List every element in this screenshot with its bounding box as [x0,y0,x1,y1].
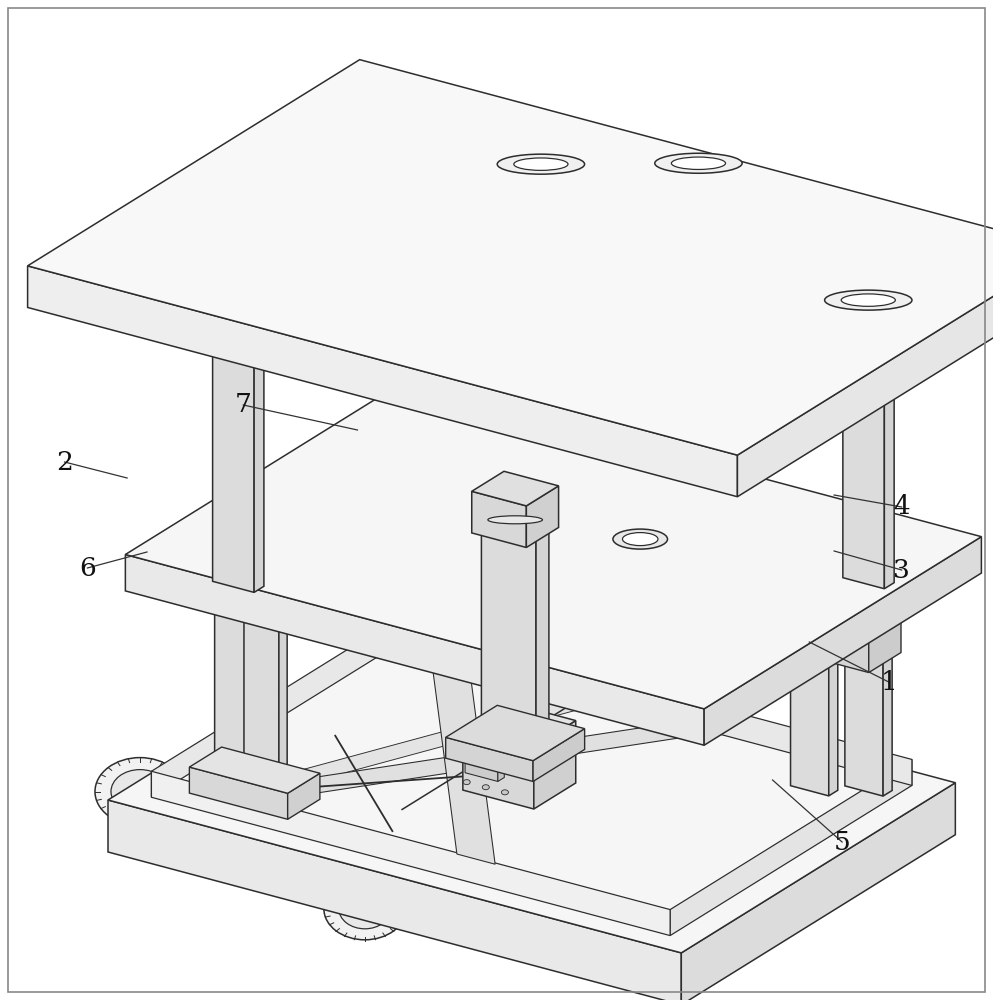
Polygon shape [681,783,955,1000]
Ellipse shape [219,581,257,587]
Polygon shape [825,624,869,673]
Ellipse shape [483,785,490,790]
Polygon shape [463,728,534,809]
Ellipse shape [795,577,833,583]
Polygon shape [125,555,704,745]
Ellipse shape [623,533,658,546]
Polygon shape [213,295,254,592]
Polygon shape [393,621,912,785]
Ellipse shape [613,529,667,549]
Ellipse shape [488,516,542,524]
Polygon shape [526,486,559,547]
Polygon shape [463,702,576,747]
Polygon shape [790,578,829,796]
Ellipse shape [824,290,912,310]
Polygon shape [465,738,504,750]
Polygon shape [244,584,287,598]
Polygon shape [883,582,892,796]
Polygon shape [446,705,585,761]
Ellipse shape [355,902,374,916]
Text: 3: 3 [894,558,910,582]
Polygon shape [214,582,253,800]
Ellipse shape [95,758,185,826]
Polygon shape [738,249,993,497]
Ellipse shape [248,589,283,594]
Ellipse shape [217,295,259,301]
Polygon shape [825,604,901,636]
Text: 1: 1 [881,670,897,694]
Polygon shape [704,537,981,745]
Polygon shape [190,767,288,819]
Ellipse shape [463,780,471,785]
Text: 7: 7 [235,392,251,418]
Text: 5: 5 [834,830,850,854]
Polygon shape [288,773,320,819]
Ellipse shape [848,291,890,297]
Ellipse shape [513,158,568,170]
Ellipse shape [111,770,169,814]
Ellipse shape [497,154,585,174]
Polygon shape [28,266,738,497]
Polygon shape [108,800,681,1000]
Polygon shape [465,742,497,781]
Polygon shape [771,624,814,672]
Polygon shape [497,746,504,781]
Polygon shape [222,724,705,802]
Polygon shape [869,616,901,673]
Polygon shape [190,747,320,793]
Ellipse shape [849,577,888,583]
Polygon shape [214,576,262,592]
Polygon shape [472,491,526,547]
Ellipse shape [130,784,150,799]
Polygon shape [670,759,912,936]
Polygon shape [213,289,264,306]
Polygon shape [108,630,955,953]
Text: 4: 4 [894,494,910,520]
Polygon shape [814,616,847,672]
Polygon shape [151,771,670,936]
Ellipse shape [501,790,508,795]
Polygon shape [151,621,393,797]
Polygon shape [254,300,264,592]
Polygon shape [845,572,892,588]
Ellipse shape [339,889,391,929]
Polygon shape [885,297,894,589]
Polygon shape [845,578,883,796]
Polygon shape [432,661,496,864]
Ellipse shape [654,153,742,173]
Polygon shape [829,582,838,796]
Polygon shape [533,729,585,781]
Polygon shape [482,517,536,749]
Polygon shape [472,471,559,506]
Ellipse shape [841,294,896,306]
Ellipse shape [324,878,406,940]
Polygon shape [244,589,279,806]
Text: 6: 6 [79,556,95,580]
Polygon shape [790,572,838,588]
Polygon shape [771,604,847,636]
Polygon shape [222,698,596,799]
Polygon shape [279,593,287,806]
Polygon shape [446,737,533,781]
Polygon shape [536,523,549,749]
Polygon shape [534,721,576,809]
Polygon shape [28,60,993,455]
Polygon shape [253,586,262,800]
Polygon shape [482,509,549,531]
Text: 2: 2 [57,450,72,475]
Ellipse shape [671,157,726,169]
Polygon shape [843,286,894,303]
Polygon shape [843,292,885,589]
Polygon shape [125,382,981,709]
